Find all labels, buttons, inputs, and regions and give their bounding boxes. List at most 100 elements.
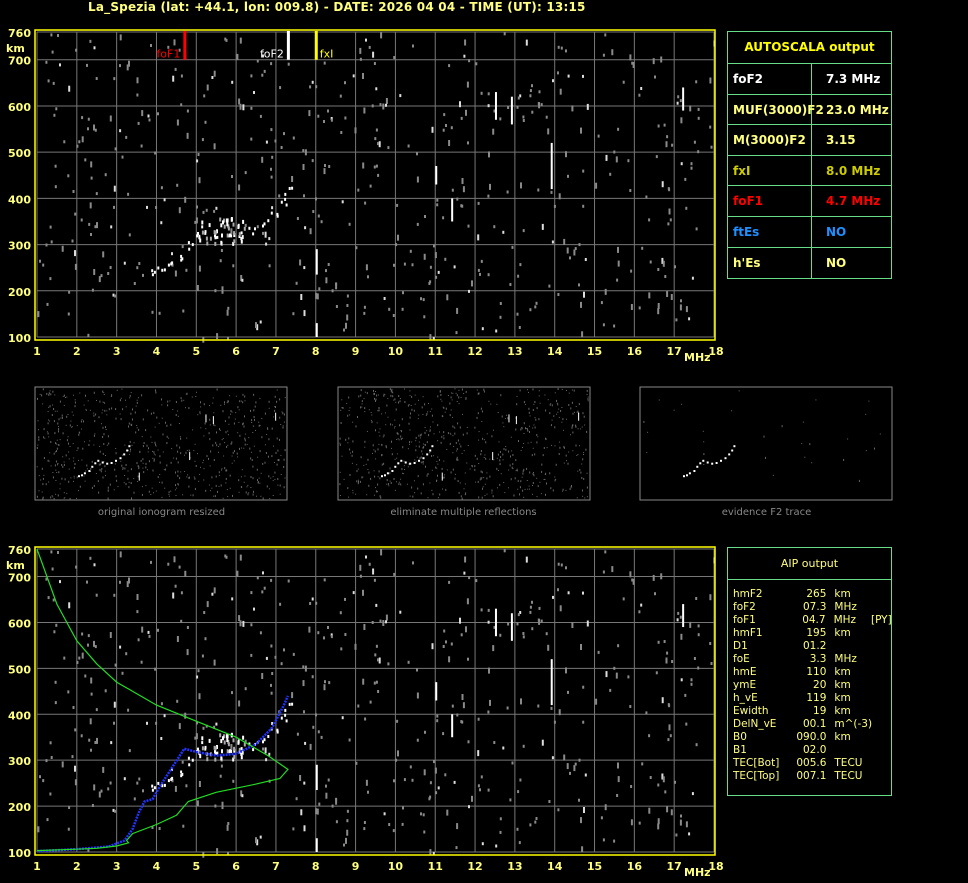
thumbnail-noise: [274, 478, 276, 480]
thumbnail-noise: [39, 393, 41, 395]
thumbnail-trace: [94, 462, 97, 465]
noise-pixel: [87, 117, 90, 121]
thumbnail-noise: [283, 413, 285, 416]
noise-pixel: [477, 784, 480, 788]
noise-pixel: [263, 586, 266, 590]
thumbnail-noise: [59, 483, 61, 485]
noise-pixel: [670, 809, 673, 816]
noise-pixel: [250, 137, 253, 141]
noise-pixel: [487, 710, 490, 714]
noise-pixel: [488, 151, 490, 158]
trace-point: [219, 733, 222, 738]
noise-pixel: [534, 305, 537, 309]
thumbnail-noise: [478, 392, 480, 395]
thumbnail-noise: [538, 418, 540, 421]
trace-point: [226, 734, 229, 739]
thumbnail-noise: [277, 478, 279, 480]
noise-pixel: [86, 580, 88, 584]
thumbnail-noise: [124, 475, 126, 476]
thumbnail-trace: [400, 459, 403, 462]
thumbnail-noise: [426, 441, 428, 444]
thumbnail-noise: [381, 444, 383, 447]
thumbnail-noise: [152, 450, 153, 452]
noise-pixel: [81, 652, 84, 659]
noise-pixel: [302, 149, 305, 153]
thumbnail-noise: [576, 411, 578, 413]
thumbnail-noise: [54, 394, 56, 396]
thumbnail-noise: [408, 422, 410, 425]
noise-pixel: [378, 657, 381, 664]
noise-pixel: [295, 281, 298, 285]
thumbnail-noise: [431, 414, 433, 417]
noise-pixel: [160, 186, 163, 190]
thumbnail-noise: [523, 401, 525, 404]
noise-pixel: [359, 57, 362, 61]
x-axis-unit: MHz: [684, 866, 711, 879]
thumbnail-noise: [37, 397, 38, 400]
aip-flag: [872, 627, 891, 640]
thumbnail-noise: [559, 446, 561, 449]
y-tick-label: 500: [8, 147, 31, 160]
thumbnail-noise: [99, 400, 101, 403]
trace-point: [276, 728, 279, 732]
noise-pixel: [388, 823, 391, 826]
thumbnail-noise: [504, 492, 506, 494]
thumbnail-noise: [437, 463, 439, 465]
noise-pixel: [375, 603, 378, 607]
thumbnail-noise: [231, 411, 233, 413]
noise-pixel: [446, 809, 449, 816]
x-tick-label: 12: [467, 860, 482, 873]
thumbnail-noise: [425, 465, 426, 468]
thumbnail-noise: [545, 437, 546, 440]
noise-pixel: [302, 665, 305, 669]
noise-pixel: [264, 231, 267, 238]
noise-pixel: [503, 549, 506, 553]
thumbnail-noise: [85, 470, 87, 472]
thumbnail-noise: [227, 434, 229, 436]
noise-pixel: [204, 637, 207, 641]
thumbnail-noise: [250, 476, 252, 478]
thumbnail-noise: [551, 444, 552, 446]
thumbnail-noise: [154, 426, 156, 428]
noise-pixel: [436, 719, 439, 723]
noise-pixel: [574, 762, 577, 766]
trace-point: [233, 239, 236, 244]
noise-pixel: [435, 275, 438, 279]
thumbnail-noise: [390, 423, 392, 426]
noise-pixel: [477, 750, 480, 757]
thumbnail-noise: [203, 403, 205, 406]
noise-pixel: [330, 118, 333, 122]
noise-pixel: [136, 781, 139, 785]
thumbnail-noise: [217, 490, 218, 493]
noise-pixel: [552, 79, 554, 83]
thumbnail-noise: [521, 427, 523, 430]
thumbnail-noise: [148, 490, 150, 493]
noise-pixel: [657, 308, 660, 315]
thumbnail-noise: [350, 452, 351, 454]
noise-pixel: [270, 691, 273, 695]
noise-pixel: [354, 643, 357, 650]
thumbnail-noise: [177, 415, 179, 417]
thumbnail-noise: [437, 395, 439, 398]
thumbnail-noise: [532, 427, 534, 429]
noise-pixel: [176, 183, 179, 187]
thumbnail-noise: [166, 435, 168, 438]
thumbnail-noise: [114, 463, 116, 465]
noise-pixel: [67, 312, 70, 316]
noise-pixel: [256, 576, 259, 580]
thumbnail-noise: [571, 425, 573, 428]
thumbnail-noise: [218, 446, 220, 448]
thumbnail-noise: [523, 468, 525, 471]
thumbnail-noise: [484, 495, 486, 496]
noise-pixel: [695, 597, 698, 600]
thumbnail-noise: [241, 469, 243, 471]
thumbnail-noise: [71, 411, 73, 413]
noise-pixel: [119, 64, 121, 68]
noise-pixel: [315, 808, 318, 815]
thumbnail-trace: [83, 472, 86, 475]
thumbnail-noise: [528, 411, 530, 414]
noise-pixel: [185, 784, 188, 788]
thumbnail-noise: [502, 453, 504, 456]
thumbnail-noise: [587, 398, 589, 401]
trace-point: [180, 254, 183, 258]
